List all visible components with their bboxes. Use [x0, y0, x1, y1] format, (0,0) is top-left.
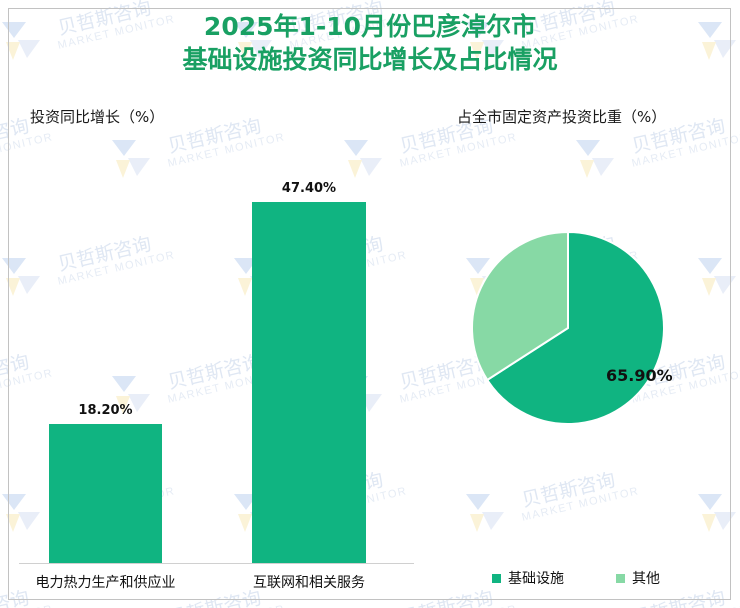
legend-swatch-icon — [616, 573, 625, 583]
pie-chart: 65.90% 基础设施 其他 — [420, 130, 732, 600]
watermark-text-en: MARKET MONITOR — [399, 603, 519, 608]
pie-value-label: 65.90% — [606, 366, 673, 385]
legend-item-other[interactable]: 其他 — [616, 568, 660, 588]
pie-slice-infrastructure[interactable] — [485, 230, 665, 425]
legend-swatch-icon — [492, 573, 501, 583]
bar-chart-axis — [19, 563, 414, 564]
legend-label: 基础设施 — [508, 571, 564, 587]
pie-svg — [471, 230, 665, 425]
bar-chart: 18.20% 电力热力生产和供应业 47.40% 互联网和相关服务 — [9, 130, 419, 600]
bar-item[interactable] — [49, 424, 162, 563]
title-line-1: 2025年1-10月份巴彦淖尔市 — [203, 12, 537, 41]
bar-category-label: 电力热力生产和供应业 — [35, 575, 176, 591]
watermark-text-en: MARKET MONITOR — [631, 603, 740, 608]
bar-category-label: 互联网和相关服务 — [253, 575, 365, 591]
legend-label: 其他 — [632, 571, 660, 587]
watermark-text-en: MARKET MONITOR — [167, 603, 287, 608]
legend-item-infrastructure[interactable]: 基础设施 — [492, 568, 564, 588]
bar-value-label: 18.20% — [78, 403, 133, 418]
watermark-text-en: MARKET MONITOR — [0, 603, 54, 608]
bar-item[interactable] — [252, 202, 366, 563]
pie-legend: 基础设施 其他 — [420, 568, 732, 588]
pie-chart-subtitle: 占全市固定资产投资比重（%） — [457, 108, 667, 126]
title-line-2: 基础设施投资同比增长及占比情况 — [182, 45, 558, 74]
page-title: 2025年1-10月份巴彦淖尔市 基础设施投资同比增长及占比情况 — [0, 10, 740, 76]
bar-chart-subtitle: 投资同比增长（%） — [30, 108, 165, 126]
bar-value-label: 47.40% — [281, 181, 337, 196]
